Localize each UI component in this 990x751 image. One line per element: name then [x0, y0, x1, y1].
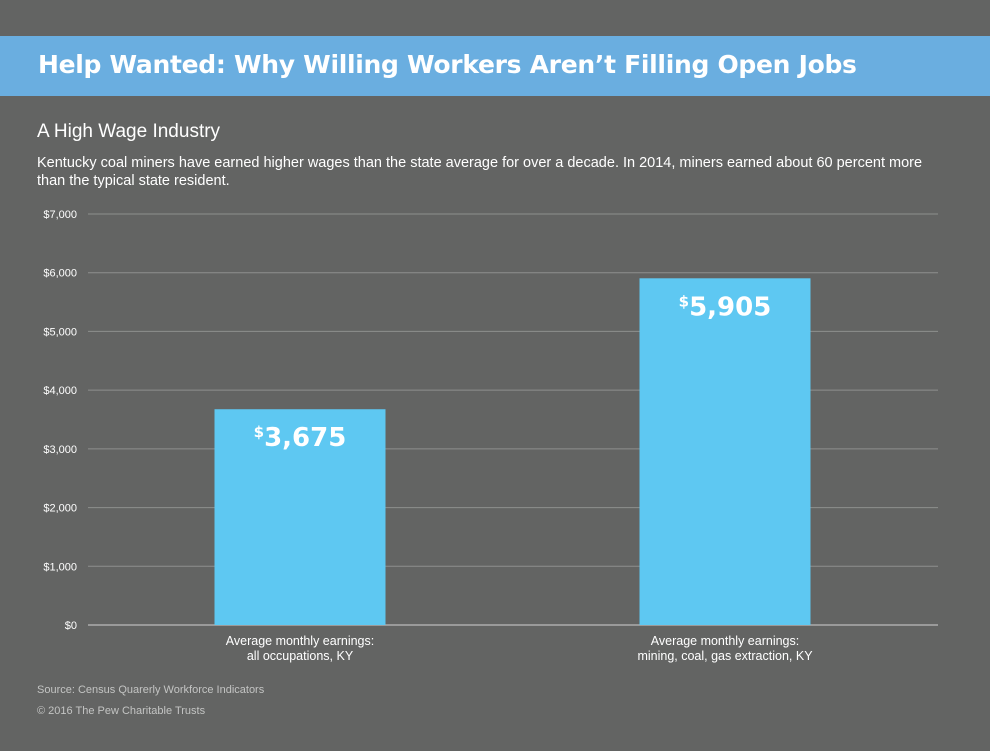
y-tick-label: $4,000: [43, 385, 77, 397]
data-label: $5,905: [679, 292, 772, 322]
copyright-note: © 2016 The Pew Charitable Trusts: [37, 705, 206, 717]
x-category-label: mining, coal, gas extraction, KY: [637, 649, 813, 663]
chart-description: Kentucky coal miners have earned higher …: [37, 155, 923, 189]
y-tick-label: $7,000: [43, 209, 77, 221]
y-tick-label: $1,000: [43, 561, 77, 573]
source-note: Source: Census Quarerly Workforce Indica…: [37, 684, 265, 696]
x-category-label: all occupations, KY: [247, 649, 354, 663]
bar-chart: $0 $1,000 $2,000 $3,000 $4,000 $5,000 $6,000 $7…: [43, 209, 938, 663]
y-tick-label: $5,000: [43, 326, 77, 338]
y-tick-label: $2,000: [43, 503, 77, 515]
x-category-label: Average monthly earnings:: [226, 634, 374, 648]
data-label: $3,675: [254, 423, 347, 453]
x-category-label: Average monthly earnings:: [651, 634, 799, 648]
bar: [639, 278, 811, 625]
title-banner: Help Wanted: Why Willing Workers Aren’t …: [0, 36, 990, 96]
y-tick-label: $0: [65, 620, 77, 632]
chart-subtitle: A High Wage Industry: [37, 121, 221, 142]
page-title: Help Wanted: Why Willing Workers Aren’t …: [38, 50, 857, 79]
y-tick-label: $3,000: [43, 444, 77, 456]
y-tick-label: $6,000: [43, 268, 77, 280]
bar: [214, 409, 386, 625]
